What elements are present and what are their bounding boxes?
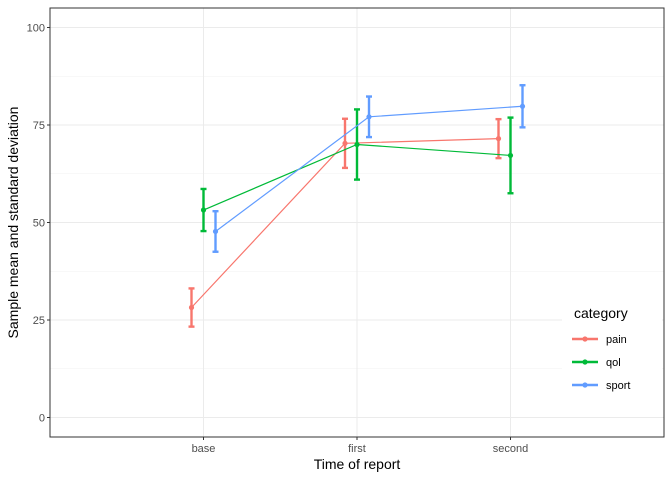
x-axis: base first second <box>192 437 528 455</box>
x-tick-label: first <box>348 443 366 455</box>
y-tick-label: 50 <box>33 218 45 230</box>
data-point <box>519 103 526 109</box>
legend-key-point <box>582 336 588 342</box>
legend-label: qol <box>606 357 621 369</box>
series-pain <box>188 117 502 328</box>
y-axis-title: Sample mean and standard deviation <box>5 107 21 339</box>
legend-title: category <box>574 305 628 321</box>
legend-label: sport <box>606 380 630 392</box>
series-qol <box>200 108 514 233</box>
legend-key-point <box>582 359 588 365</box>
plot-panel <box>49 7 665 438</box>
y-axis: 0 25 50 75 100 <box>27 23 50 425</box>
y-tick-label: 0 <box>39 413 45 425</box>
legend-background <box>562 298 662 400</box>
data-point <box>212 228 219 235</box>
x-axis-title: Time of report <box>314 456 401 472</box>
y-tick-label: 25 <box>33 315 45 327</box>
data-point <box>188 304 195 311</box>
data-point <box>200 207 207 213</box>
legend-item-qol: qol <box>572 357 621 369</box>
x-tick-label: base <box>192 443 216 455</box>
data-point <box>354 141 360 148</box>
legend-label: pain <box>606 334 627 346</box>
y-tick-label: 75 <box>33 120 45 132</box>
legend: category pain qol sport <box>562 298 662 400</box>
data-point <box>495 136 502 142</box>
legend-key-point <box>582 382 588 388</box>
y-tick-label: 100 <box>27 23 45 35</box>
series-sport <box>212 84 526 253</box>
legend-item-sport: sport <box>572 380 630 392</box>
legend-item-pain: pain <box>572 334 627 346</box>
data-point <box>342 140 348 146</box>
data-point <box>366 114 372 120</box>
x-tick-label: second <box>493 443 528 455</box>
data-point <box>507 152 514 159</box>
